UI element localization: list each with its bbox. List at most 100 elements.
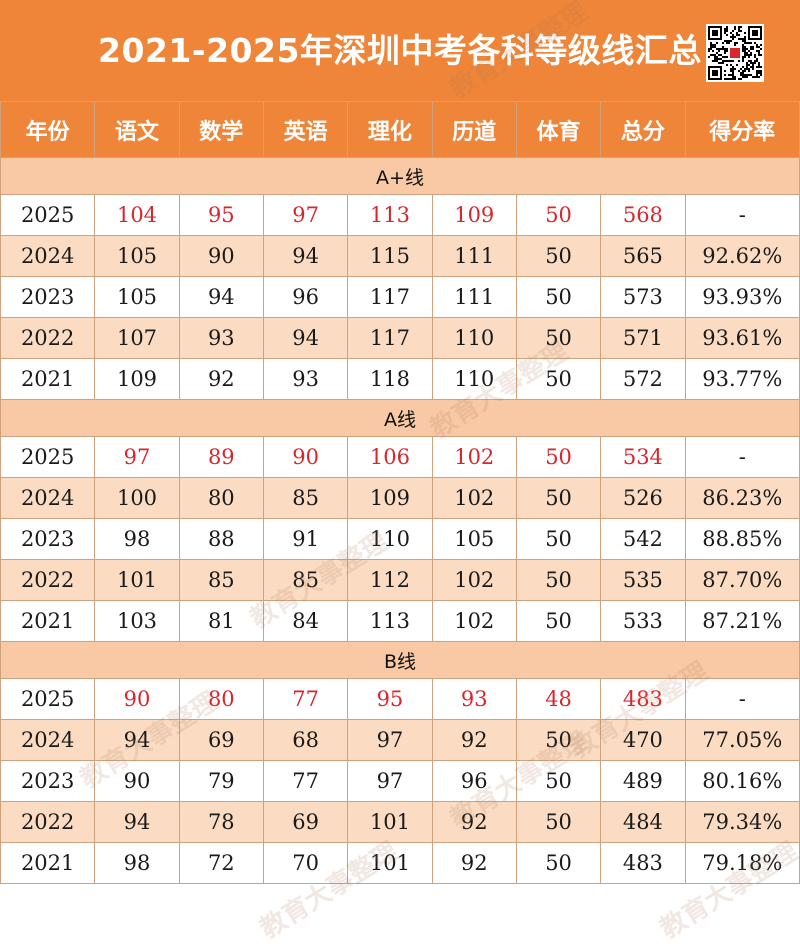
header-total: 总分: [600, 101, 686, 158]
cell-math: 81: [178, 600, 264, 642]
qr-finder-inner: [752, 30, 758, 36]
qr-module: [730, 74, 732, 76]
cell-math: 85: [178, 559, 264, 601]
cell-pe: 48: [515, 678, 602, 720]
qr-module: [708, 50, 710, 52]
qr-module: [752, 64, 754, 66]
cell-score-rate: -: [684, 436, 800, 478]
cell-chinese: 94: [94, 719, 180, 761]
cell-chinese: 94: [94, 801, 180, 843]
cell-chinese: 97: [94, 436, 180, 478]
qr-module: [718, 48, 720, 50]
cell-history-morality: 102: [431, 559, 517, 601]
cell-total: 483: [600, 678, 686, 720]
cell-score-rate: 80.16%: [684, 760, 800, 802]
qr-module: [756, 72, 758, 74]
qr-module: [726, 28, 728, 30]
cell-english: 84: [262, 600, 349, 642]
qr-module: [732, 70, 734, 72]
cell-score-rate: 93.61%: [684, 317, 800, 359]
qr-module: [754, 62, 756, 64]
qr-module: [710, 48, 712, 50]
cell-physics-chemistry: 117: [347, 276, 433, 318]
cell-score-rate: 93.77%: [684, 358, 800, 400]
qr-module: [720, 58, 722, 60]
cell-math: 80: [178, 678, 264, 720]
qr-module: [730, 68, 732, 70]
qr-module: [732, 68, 734, 70]
qr-module: [738, 28, 740, 30]
qr-module: [734, 78, 736, 80]
qr-module: [738, 30, 740, 32]
qr-module: [742, 76, 744, 78]
qr-module: [740, 38, 742, 40]
cell-pe: 50: [515, 559, 602, 601]
qr-module: [746, 54, 748, 56]
cell-year: 2025: [0, 678, 96, 720]
cell-english: 77: [262, 678, 349, 720]
qr-module: [742, 66, 744, 68]
table-row: 2023 105 94 96 117 111 50 573 93.93%: [0, 276, 800, 318]
qr-module: [734, 68, 736, 70]
qr-module: [722, 56, 724, 58]
cell-english: 90: [262, 436, 349, 478]
qr-module: [744, 52, 746, 54]
qr-module: [732, 74, 734, 76]
cell-year: 2022: [0, 317, 96, 359]
cell-chinese: 98: [94, 842, 180, 884]
qr-module: [712, 44, 714, 46]
cell-score-rate: 79.34%: [684, 801, 800, 843]
qr-module: [742, 70, 744, 72]
qr-module: [726, 50, 728, 52]
table-row: 2024 105 90 94 115 111 50 565 92.62%: [0, 235, 800, 277]
qr-module: [756, 76, 758, 78]
qr-module: [716, 60, 718, 62]
qr-module: [760, 72, 762, 74]
qr-module: [756, 74, 758, 76]
cell-history-morality: 102: [431, 600, 517, 642]
qr-module: [726, 60, 728, 62]
qr-module: [744, 56, 746, 58]
table-row: 2024 100 80 85 109 102 50 526 86.23%: [0, 477, 800, 519]
qr-module: [748, 54, 750, 56]
table-row: 2025 97 89 90 106 102 50 534-: [0, 436, 800, 478]
cell-pe: 50: [515, 801, 602, 843]
qr-module: [744, 32, 746, 34]
qr-module: [716, 42, 718, 44]
cell-pe: 50: [515, 194, 602, 236]
cell-physics-chemistry: 97: [347, 719, 433, 761]
section-row: A线: [0, 399, 800, 437]
cell-pe: 50: [515, 477, 602, 519]
cell-history-morality: 92: [431, 719, 517, 761]
cell-chinese: 100: [94, 477, 180, 519]
qr-module: [748, 74, 750, 76]
cell-pe: 50: [515, 358, 602, 400]
qr-module: [744, 50, 746, 52]
qr-module: [710, 44, 712, 46]
qr-module: [726, 42, 728, 44]
qr-module: [730, 32, 732, 34]
qr-code-icon: [706, 24, 764, 82]
qr-module: [744, 40, 746, 42]
cell-pe: 50: [515, 317, 602, 359]
qr-module: [760, 74, 762, 76]
qr-module: [732, 76, 734, 78]
cell-year: 2021: [0, 358, 96, 400]
cell-pe: 50: [515, 276, 602, 318]
cell-physics-chemistry: 112: [347, 559, 433, 601]
cell-total: 568: [600, 194, 686, 236]
qr-module: [722, 62, 724, 64]
qr-module: [722, 42, 724, 44]
cell-score-rate: 88.85%: [684, 518, 800, 560]
qr-module: [742, 72, 744, 74]
qr-module: [750, 66, 752, 68]
cell-physics-chemistry: 106: [347, 436, 433, 478]
cell-english: 85: [262, 559, 349, 601]
qr-module: [754, 76, 756, 78]
cell-chinese: 101: [94, 559, 180, 601]
cell-physics-chemistry: 101: [347, 801, 433, 843]
qr-module: [742, 44, 744, 46]
cell-math: 78: [178, 801, 264, 843]
qr-module: [730, 64, 732, 66]
cell-pe: 50: [515, 436, 602, 478]
